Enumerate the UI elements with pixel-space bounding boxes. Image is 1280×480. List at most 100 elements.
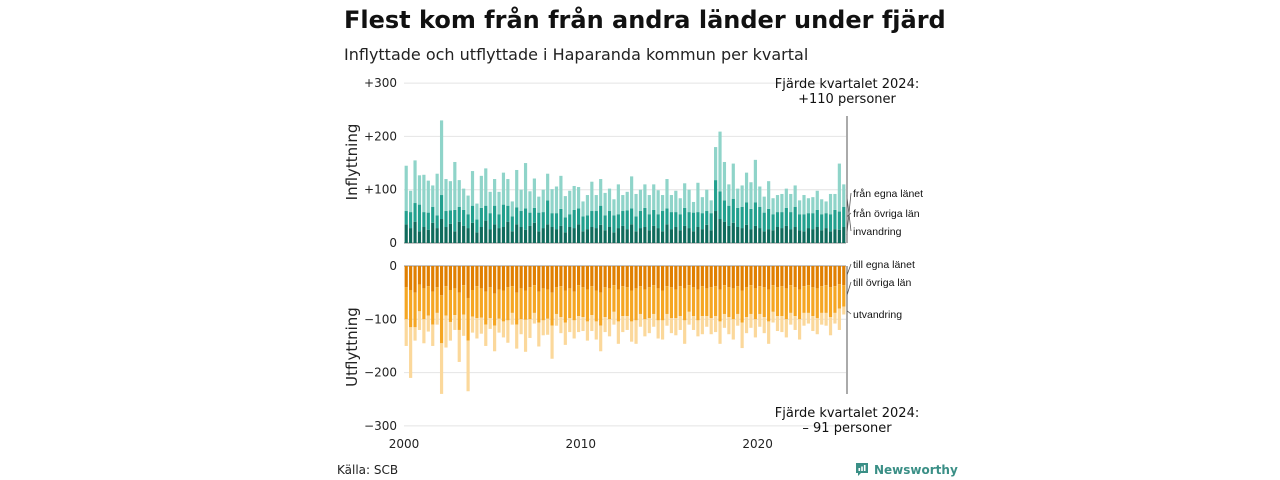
bar-segment	[709, 318, 713, 335]
bar-segment	[541, 212, 545, 229]
bar-segment	[802, 214, 806, 232]
bar-segment	[431, 206, 435, 223]
bar-segment	[528, 287, 532, 320]
bar-segment	[660, 290, 665, 321]
bar-segment	[417, 311, 422, 330]
bar-segment	[727, 184, 731, 206]
bar-segment	[590, 286, 594, 316]
bar-segment	[665, 208, 669, 225]
bar-segment	[612, 266, 616, 286]
bar-segment	[643, 266, 647, 290]
bar-segment	[638, 211, 643, 229]
bar-segment	[493, 266, 497, 294]
bar-segment	[519, 227, 523, 243]
bar-segment	[479, 266, 483, 289]
bar-segment	[612, 199, 616, 216]
bar-segment	[572, 320, 576, 339]
bar-segment	[532, 285, 536, 313]
bar-segment	[493, 224, 497, 243]
bar-segment	[488, 266, 492, 288]
bar-segment	[577, 266, 581, 286]
bar-segment	[462, 188, 466, 210]
bar-segment	[439, 219, 444, 243]
bar-segment	[506, 221, 510, 243]
bar-segment	[815, 227, 819, 243]
bar-segment	[413, 160, 417, 204]
bar-segment	[837, 266, 841, 285]
bar-segment	[833, 312, 837, 324]
bar-segment	[758, 228, 762, 243]
bar-segment	[510, 231, 514, 243]
bar-segment	[683, 266, 687, 289]
bar-segment	[457, 180, 461, 207]
bar-segment	[833, 266, 837, 287]
bar-segment	[652, 184, 656, 210]
bar-segment	[833, 286, 837, 313]
bar-segment	[546, 266, 550, 290]
bar-segment	[599, 205, 603, 225]
bar-segment	[404, 287, 408, 320]
bar-segment	[590, 211, 594, 228]
bar-segment	[630, 266, 634, 291]
bar-segment	[705, 288, 709, 317]
bar-segment	[740, 228, 744, 243]
bar-segment	[519, 319, 523, 335]
bar-segment	[409, 266, 413, 290]
bar-segment	[630, 176, 634, 209]
bar-segment	[700, 213, 704, 230]
bar-segment	[559, 286, 563, 318]
bar-segment	[431, 185, 435, 207]
bar-segment	[404, 211, 408, 225]
bar-segment	[820, 199, 824, 215]
bar-segment	[714, 316, 718, 333]
bar-segment	[426, 286, 430, 316]
bar-segment	[457, 221, 461, 243]
bar-segment	[568, 318, 572, 333]
bar-segment	[762, 266, 766, 288]
bar-segment	[775, 195, 780, 213]
bar-segment	[493, 325, 497, 352]
bar-segment	[497, 266, 501, 290]
bar-segment	[559, 266, 563, 287]
bar-segment	[709, 266, 713, 288]
bar-segment	[674, 190, 678, 213]
bar-segment	[749, 266, 753, 286]
bar-segment	[815, 318, 819, 335]
bar-segment	[744, 287, 749, 318]
bar-segment	[577, 285, 581, 317]
bar-segment	[599, 266, 603, 293]
bar-segment	[550, 292, 554, 326]
bar-segment	[784, 225, 788, 243]
bar-segment	[767, 181, 771, 209]
bar-segment	[762, 196, 766, 213]
bar-segment	[546, 318, 550, 335]
bar-segment	[652, 313, 656, 327]
bar-segment	[674, 289, 678, 319]
bar-segment	[488, 191, 492, 214]
bar-segment	[753, 159, 757, 203]
bar-segment	[523, 208, 528, 230]
bar-segment	[718, 131, 722, 192]
bar-segment	[537, 212, 541, 232]
bar-segment	[506, 266, 510, 288]
bar-segment	[722, 285, 727, 314]
bar-segment	[457, 329, 461, 362]
bar-segment	[828, 231, 833, 243]
bar-segment	[709, 230, 713, 243]
bar-segment	[784, 266, 788, 289]
bar-segment	[484, 168, 488, 206]
bar-segment	[793, 185, 797, 207]
bar-segment	[493, 293, 497, 326]
bar-segment	[630, 290, 634, 322]
bar-segment	[740, 322, 744, 349]
bar-segment	[572, 185, 576, 210]
bar-segment	[515, 324, 519, 349]
y-tick-label: 0	[389, 259, 397, 273]
bar-segment	[700, 266, 704, 287]
bar-segment	[647, 230, 651, 243]
bar-segment	[656, 288, 660, 321]
bar-segment	[625, 191, 629, 211]
bar-segment	[448, 181, 452, 211]
bar-segment	[577, 224, 581, 243]
bar-segment	[475, 219, 479, 233]
